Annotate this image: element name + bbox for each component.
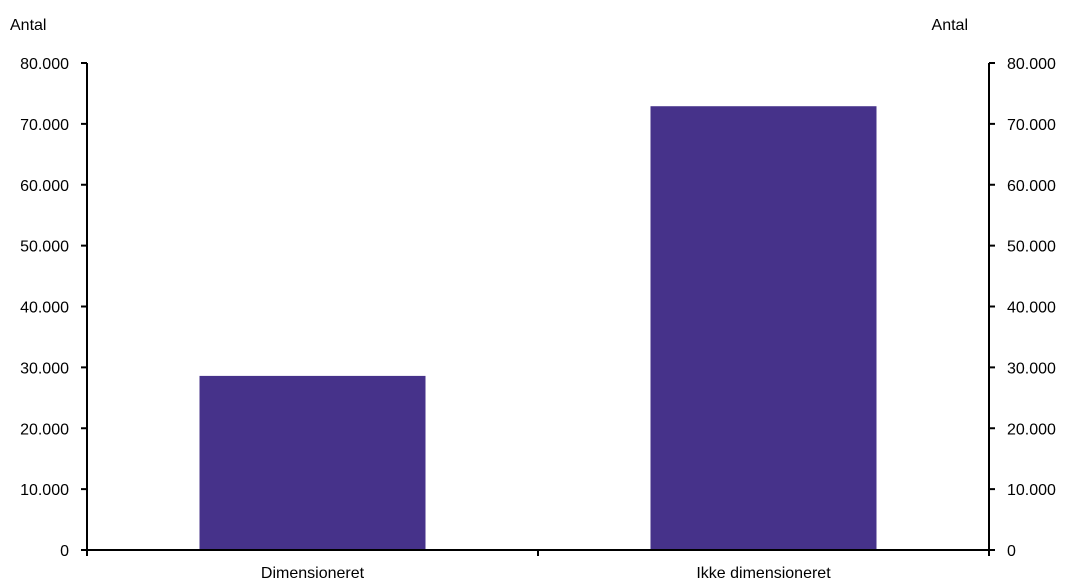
y-axis-label-right: Antal — [932, 17, 968, 34]
y-tick-label-left: 80.000 — [20, 56, 69, 73]
y-tick-label-left: 30.000 — [20, 360, 69, 377]
bars-group — [199, 106, 877, 550]
y-tick-label-left: 10.000 — [20, 482, 69, 499]
y-tick-label-left: 50.000 — [20, 239, 69, 256]
x-tick-label: Dimensioneret — [261, 565, 365, 581]
y-tick-label-right: 40.000 — [1007, 300, 1056, 317]
y-tick-label-left: 40.000 — [20, 300, 69, 317]
bar — [650, 106, 877, 550]
y-tick-label-right: 30.000 — [1007, 360, 1056, 377]
y-tick-label-right: 0 — [1007, 543, 1016, 560]
y-axis-left: 0 10.000 20.000 30.000 40.000 50.000 60.000 70.… — [20, 56, 88, 560]
x-axis: Dimensioneret Ikke dimensioneret — [86, 549, 990, 581]
y-tick-label-right: 80.000 — [1007, 56, 1056, 73]
y-axis-label-left: Antal — [10, 17, 46, 34]
y-tick-label-right: 20.000 — [1007, 421, 1056, 438]
y-tick-label-left: 20.000 — [20, 421, 69, 438]
y-tick-label-right: 70.000 — [1007, 117, 1056, 134]
y-tick-label-right: 10.000 — [1007, 482, 1056, 499]
y-tick-label-right: 50.000 — [1007, 239, 1056, 256]
x-tick-label: Ikke dimensioneret — [696, 565, 831, 581]
y-tick-label-left: 70.000 — [20, 117, 69, 134]
y-tick-label-right: 60.000 — [1007, 178, 1056, 195]
bar — [199, 375, 426, 550]
y-axis-right: 0 10.000 20.000 30.000 40.000 50.000 60.000 70.… — [988, 56, 1056, 560]
y-tick-label-left: 60.000 — [20, 178, 69, 195]
y-tick-label-left: 0 — [60, 543, 69, 560]
